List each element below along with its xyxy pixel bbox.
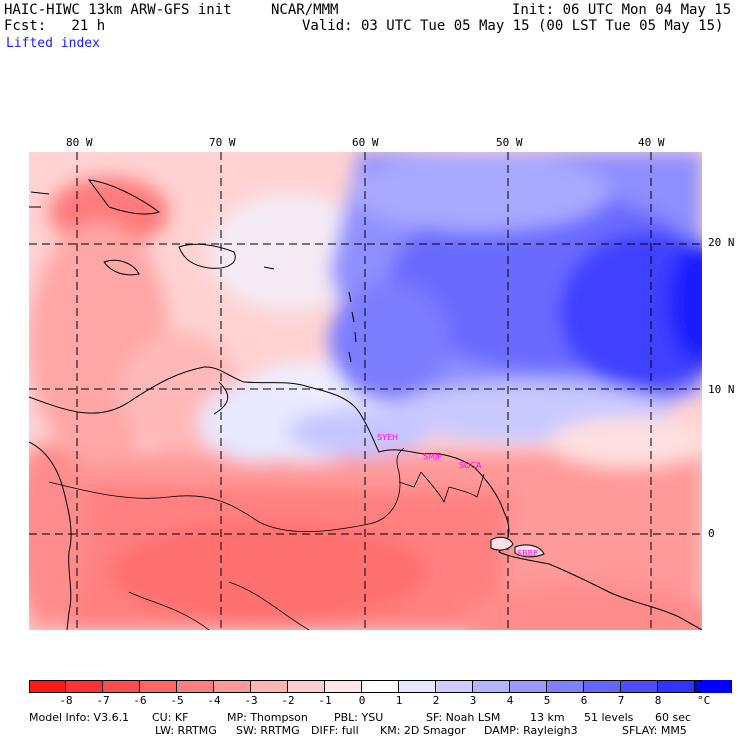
colorbar-tick-label: -7: [96, 694, 110, 707]
station-syeh: SYEH: [377, 433, 398, 442]
colorbar-unit: °C: [697, 694, 711, 707]
model-info-item: PBL: YSU: [334, 711, 384, 724]
colorbar-tick-label: 2: [432, 694, 440, 707]
colorbar-swatch: [510, 680, 547, 693]
colorbar-swatch: [214, 680, 251, 693]
lat-label-20n: 20 N: [708, 236, 735, 249]
colorbar-tick-label: -5: [170, 694, 184, 707]
colorbar-swatch: [436, 680, 473, 693]
model-info-item: 51 levels: [584, 711, 634, 724]
model-info-item: DAMP: Rayleigh3: [484, 724, 578, 737]
colorbar-tick-label: -8: [59, 694, 73, 707]
colorbar-swatch: [288, 680, 325, 693]
colorbar-swatch: [103, 680, 140, 693]
station-smjp: SMJP: [423, 452, 442, 461]
colorbar-tick-label: 8: [654, 694, 662, 707]
init-time: Init: 06 UTC Mon 04 May 15: [512, 2, 732, 18]
colorbar-swatch: [621, 680, 658, 693]
lon-label-70w: 70 W: [209, 136, 236, 149]
colorbar-tick-label: 4: [506, 694, 514, 707]
model-info-item: SFLAY: MM5: [622, 724, 687, 737]
forecast-hour: Fcst: 21 h: [4, 18, 106, 34]
colorbar-tick-label: -6: [133, 694, 147, 707]
lon-label-60w: 60 W: [352, 136, 379, 149]
lon-label-50w: 50 W: [496, 136, 523, 149]
lifted-index-map: SBBE SOCA SMJP SYEH: [29, 152, 702, 630]
model-info-item: Model Info: V3.6.1: [29, 711, 130, 724]
lat-label-10n: 10 N: [708, 383, 735, 396]
model-info-item: MP: Thompson: [227, 711, 308, 724]
colorbar-swatch: [140, 680, 177, 693]
station-soca: SOCA: [459, 461, 482, 470]
colorbar-swatch: [584, 680, 621, 693]
colorbar-tick-label: 6: [580, 694, 588, 707]
colorbar-swatch: [473, 680, 510, 693]
colorbar-swatch: [695, 680, 732, 693]
colorbar-tick-label: 7: [617, 694, 625, 707]
valid-time: Valid: 03 UTC Tue 05 May 15 (00 LST Tue …: [302, 18, 724, 34]
colorbar-tick-label: 1: [395, 694, 403, 707]
colorbar-swatch: [66, 680, 103, 693]
lon-label-80w: 80 W: [66, 136, 93, 149]
colorbar-tick-label: -2: [281, 694, 295, 707]
colorbar-tick-label: -1: [318, 694, 332, 707]
colorbar-tick-label: 5: [543, 694, 551, 707]
coastlines: [29, 179, 702, 630]
station-sbbe: SBBE: [517, 549, 538, 558]
lon-label-40w: 40 W: [638, 136, 665, 149]
model-info-item: SW: RRTMG: [236, 724, 300, 737]
colorbar-swatch: [658, 680, 695, 693]
colorbar: [29, 680, 732, 693]
amazon-delta: [490, 536, 545, 558]
field-name: Lifted index: [6, 36, 100, 51]
index-field: [29, 152, 702, 630]
station-markers: SBBE SOCA SMJP SYEH: [377, 433, 538, 558]
colorbar-tick-label: 3: [469, 694, 477, 707]
model-title: HAIC-HIWC 13km ARW-GFS init: [4, 2, 232, 18]
colorbar-tick-label: -4: [207, 694, 221, 707]
colorbar-tick-label: -3: [244, 694, 258, 707]
model-info-item: LW: RRTMG: [155, 724, 217, 737]
colorbar-swatch: [399, 680, 436, 693]
model-info-item: 13 km: [530, 711, 565, 724]
colorbar-swatch: [362, 680, 399, 693]
lat-label-equator: 0: [708, 527, 715, 540]
colorbar-swatch: [547, 680, 584, 693]
model-info-item: DIFF: full: [311, 724, 359, 737]
model-info-item: CU: KF: [152, 711, 189, 724]
colorbar-tick-label: 0: [358, 694, 366, 707]
map-canvas: SBBE SOCA SMJP SYEH: [29, 152, 702, 630]
colorbar-swatch: [29, 680, 66, 693]
country-borders: [48, 447, 485, 630]
graticule: [29, 152, 702, 630]
colorbar-swatch: [177, 680, 214, 693]
colorbar-swatch: [325, 680, 362, 693]
model-info-item: 60 sec: [655, 711, 692, 724]
org-label: NCAR/MMM: [271, 2, 339, 18]
colorbar-swatch: [251, 680, 288, 693]
model-info-item: KM: 2D Smagor: [380, 724, 466, 737]
model-info-item: SF: Noah LSM: [426, 711, 501, 724]
